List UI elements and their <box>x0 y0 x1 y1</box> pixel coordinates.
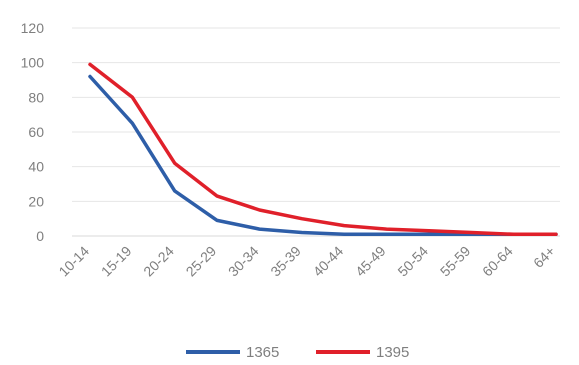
x-tick-label-64+: 64+ <box>530 243 558 271</box>
x-tick-label-45-49: 45-49 <box>352 243 389 280</box>
x-tick-label-40-44: 40-44 <box>310 243 347 280</box>
y-tick-label-100: 100 <box>21 55 45 71</box>
x-tick-label-60-64: 60-64 <box>479 243 516 280</box>
y-tick-label-40: 40 <box>28 159 44 175</box>
legend: 1365 1395 <box>186 344 409 361</box>
series-line-1365 <box>88 74 558 237</box>
x-tick-label-30-34: 30-34 <box>225 243 262 280</box>
x-tick-label-20-24: 20-24 <box>140 243 177 280</box>
x-tick-label-15-19: 15-19 <box>98 243 135 280</box>
y-axis-ticks: 0 20 40 60 80 100 120 <box>21 20 45 244</box>
x-tick-label-50-54: 50-54 <box>394 243 431 280</box>
series-line-1395 <box>88 62 558 237</box>
y-tick-label-0: 0 <box>36 228 44 244</box>
x-tick-label-10-14: 10-14 <box>55 243 92 280</box>
y-tick-label-60: 60 <box>28 124 44 140</box>
legend-label-1365: 1365 <box>246 344 279 361</box>
y-tick-label-80: 80 <box>28 89 44 105</box>
y-tick-label-120: 120 <box>21 20 45 36</box>
x-tick-label-25-29: 25-29 <box>183 243 220 280</box>
series-lines <box>88 62 558 237</box>
y-tick-label-20: 20 <box>28 193 44 209</box>
x-axis-ticks: 10-14 15-19 20-24 25-29 30-34 35-39 40-44 45-49… <box>55 243 558 280</box>
x-tick-label-35-39: 35-39 <box>267 243 304 280</box>
legend-label-1395: 1395 <box>376 344 409 361</box>
gridlines <box>72 27 560 237</box>
x-tick-label-55-59: 55-59 <box>437 243 474 280</box>
